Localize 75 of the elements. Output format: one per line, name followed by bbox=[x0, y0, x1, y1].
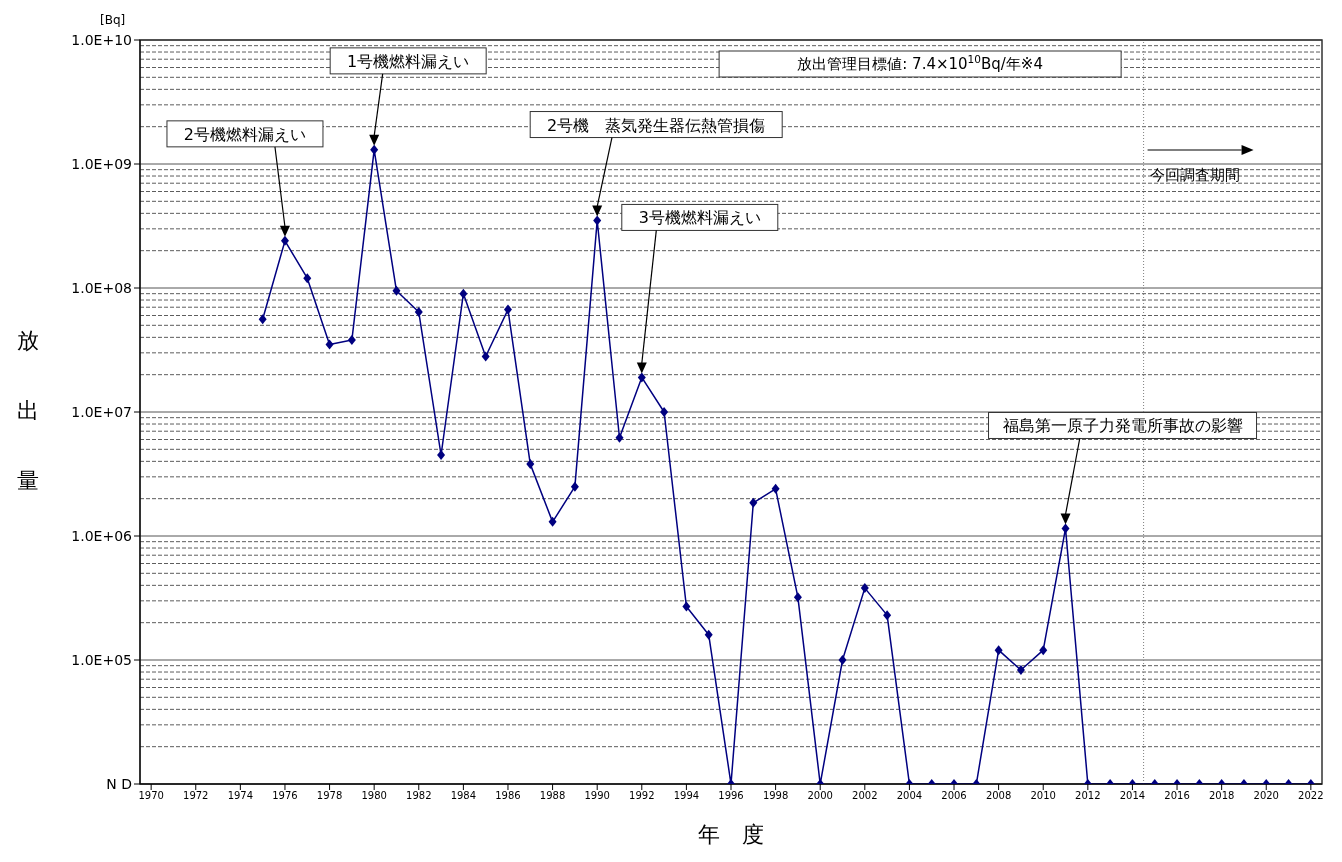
x-tick-label: 1992 bbox=[629, 790, 655, 802]
y-tick-label: 1.0E+06 bbox=[71, 527, 133, 544]
annotation: 3号機燃料漏えい bbox=[638, 208, 761, 228]
point bbox=[793, 592, 802, 603]
point bbox=[749, 497, 758, 508]
point bbox=[503, 304, 512, 315]
annotation: 福島第一原子力発電所事故の影響 bbox=[1002, 416, 1243, 436]
x-tick-label: 2018 bbox=[1208, 790, 1235, 802]
x-tick-label: 1998 bbox=[762, 790, 789, 802]
ref-line-label: 今回調査期間 bbox=[1149, 166, 1240, 184]
x-tick-label: 1994 bbox=[673, 790, 700, 802]
annotation: 2号機燃料漏えい bbox=[183, 124, 307, 144]
point bbox=[526, 459, 535, 470]
y-tick-label: 1.0E+08 bbox=[71, 279, 132, 296]
point bbox=[392, 285, 401, 296]
x-tick-label: 1984 bbox=[450, 790, 477, 802]
x-axis-title: 年 度 bbox=[698, 822, 764, 847]
point bbox=[883, 610, 892, 621]
y-tick-label: 1.0E+07 bbox=[71, 403, 132, 420]
point bbox=[481, 351, 490, 362]
annotation: 放出管理目標値: 7.4×10$^{10}$Bq/年※4 bbox=[797, 53, 1043, 73]
point bbox=[994, 645, 1003, 656]
x-tick-label: 2022 bbox=[1298, 790, 1324, 802]
y-tick-label: 1.0E+09 bbox=[71, 155, 132, 172]
x-tick-label: 2012 bbox=[1075, 790, 1101, 802]
point bbox=[370, 144, 379, 155]
x-tick-label: 2000 bbox=[807, 790, 833, 802]
x-tick-label: 1970 bbox=[138, 790, 164, 802]
x-tick-label: 1988 bbox=[539, 790, 566, 802]
point bbox=[570, 481, 579, 492]
x-tick-label: 1978 bbox=[316, 790, 343, 802]
point bbox=[1016, 665, 1025, 676]
point bbox=[660, 407, 669, 417]
point bbox=[1061, 523, 1070, 534]
y-tick-label: 1.0E+05 bbox=[71, 651, 132, 668]
point bbox=[637, 372, 646, 383]
annotation: 1号機燃料漏えい bbox=[347, 51, 470, 71]
point bbox=[303, 273, 312, 284]
x-tick-label: 2020 bbox=[1253, 790, 1279, 802]
point bbox=[459, 288, 468, 299]
x-tick-label: 1990 bbox=[584, 790, 610, 802]
y-tick-label: N D bbox=[106, 775, 132, 792]
point bbox=[325, 339, 334, 350]
x-tick-label: 1974 bbox=[227, 790, 254, 802]
point bbox=[414, 307, 423, 318]
x-tick-label: 2008 bbox=[985, 790, 1012, 802]
point bbox=[437, 450, 446, 460]
y-tick-label: 1.0E+10 bbox=[71, 31, 132, 48]
point bbox=[771, 483, 780, 494]
x-tick-label: 2006 bbox=[941, 790, 967, 802]
point bbox=[280, 235, 289, 246]
x-tick-label: 1996 bbox=[718, 790, 744, 802]
x-tick-label: 1986 bbox=[495, 790, 521, 802]
point bbox=[1039, 645, 1048, 656]
point bbox=[704, 629, 713, 640]
text: 放出量 bbox=[17, 328, 39, 493]
point bbox=[860, 583, 869, 594]
x-tick-label: 1972 bbox=[183, 790, 209, 802]
x-tick-label: 2014 bbox=[1119, 790, 1146, 802]
x-tick-label: 2016 bbox=[1164, 790, 1190, 802]
x-tick-label: 1982 bbox=[406, 790, 432, 802]
x-tick-label: 2002 bbox=[852, 790, 878, 802]
x-tick-label: 1980 bbox=[361, 790, 387, 802]
point bbox=[258, 314, 267, 325]
annotation: 2号機 蒸気発生器伝熱管損傷 bbox=[547, 115, 766, 135]
text: [Bq] bbox=[100, 13, 126, 27]
point bbox=[682, 601, 691, 612]
point bbox=[838, 655, 847, 665]
point bbox=[615, 432, 624, 443]
point bbox=[548, 516, 557, 527]
x-tick-label: 1976 bbox=[272, 790, 298, 802]
x-tick-label: 2010 bbox=[1030, 790, 1056, 802]
point bbox=[347, 335, 356, 346]
x-tick-label: 2004 bbox=[896, 790, 923, 802]
point bbox=[593, 215, 602, 226]
